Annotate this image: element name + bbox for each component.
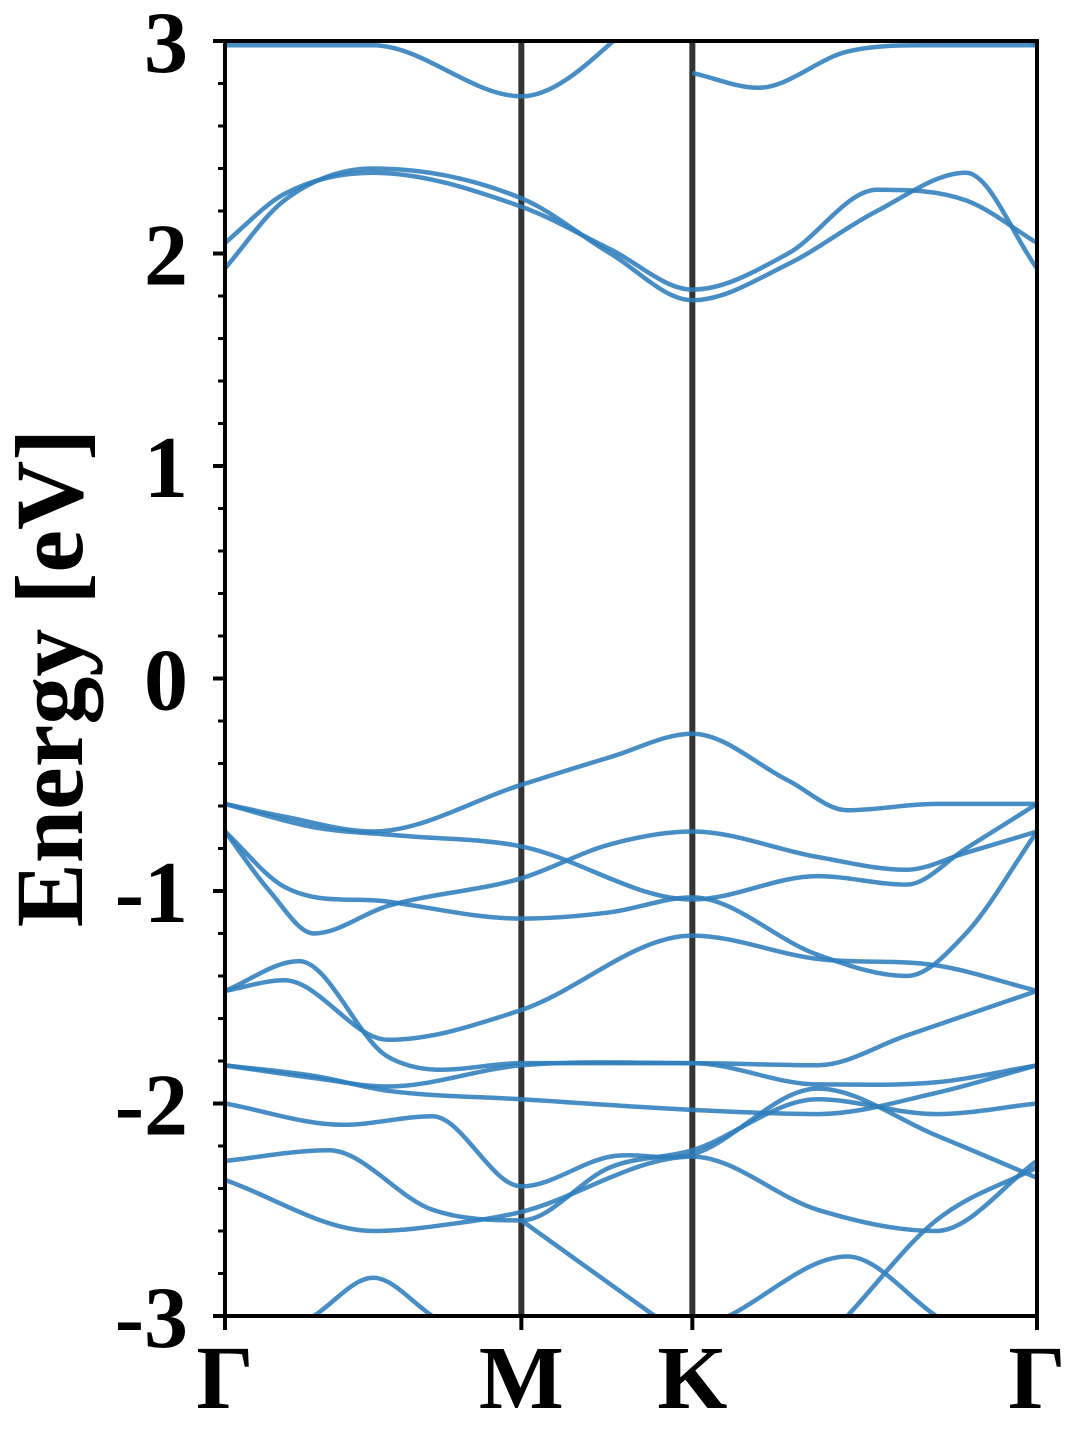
band-line bbox=[225, 41, 1037, 99]
band-line bbox=[312, 1275, 434, 1316]
band-line bbox=[225, 958, 1037, 1073]
band-line bbox=[225, 829, 1037, 936]
y-tick-label: -2 bbox=[115, 1058, 188, 1155]
band-line bbox=[691, 43, 1037, 91]
band-line bbox=[225, 1097, 1037, 1223]
band-line bbox=[225, 731, 1037, 834]
y-tick-label: 1 bbox=[144, 420, 188, 517]
band-line bbox=[225, 829, 1037, 979]
y-tick-label: 3 bbox=[144, 0, 188, 92]
band-line bbox=[225, 933, 1037, 1043]
band-line bbox=[727, 1254, 938, 1316]
band-line bbox=[225, 166, 1037, 303]
x-tick-label: Γ bbox=[1008, 1329, 1065, 1428]
x-tick-label: K bbox=[657, 1329, 727, 1428]
band-line bbox=[225, 1154, 1037, 1234]
y-tick-label: -3 bbox=[115, 1270, 188, 1367]
x-tick-label: Γ bbox=[196, 1329, 253, 1428]
x-tick-label: M bbox=[479, 1329, 564, 1428]
band-line bbox=[225, 801, 1037, 902]
band-lines bbox=[225, 41, 1037, 1316]
y-tick-label: 2 bbox=[144, 208, 188, 305]
band-line bbox=[520, 1218, 657, 1316]
band-line bbox=[845, 1165, 1037, 1316]
band-line bbox=[225, 1063, 1037, 1117]
y-axis-title: Energy [eV] bbox=[0, 429, 103, 928]
y-tick-label: 0 bbox=[144, 633, 188, 730]
y-tick-label: -1 bbox=[115, 845, 188, 942]
kpoint-lines bbox=[518, 41, 696, 1316]
band-line bbox=[225, 1086, 1037, 1189]
y-axis-ticks: 3 2 1 0 -1 -2 -3 bbox=[115, 0, 225, 1367]
